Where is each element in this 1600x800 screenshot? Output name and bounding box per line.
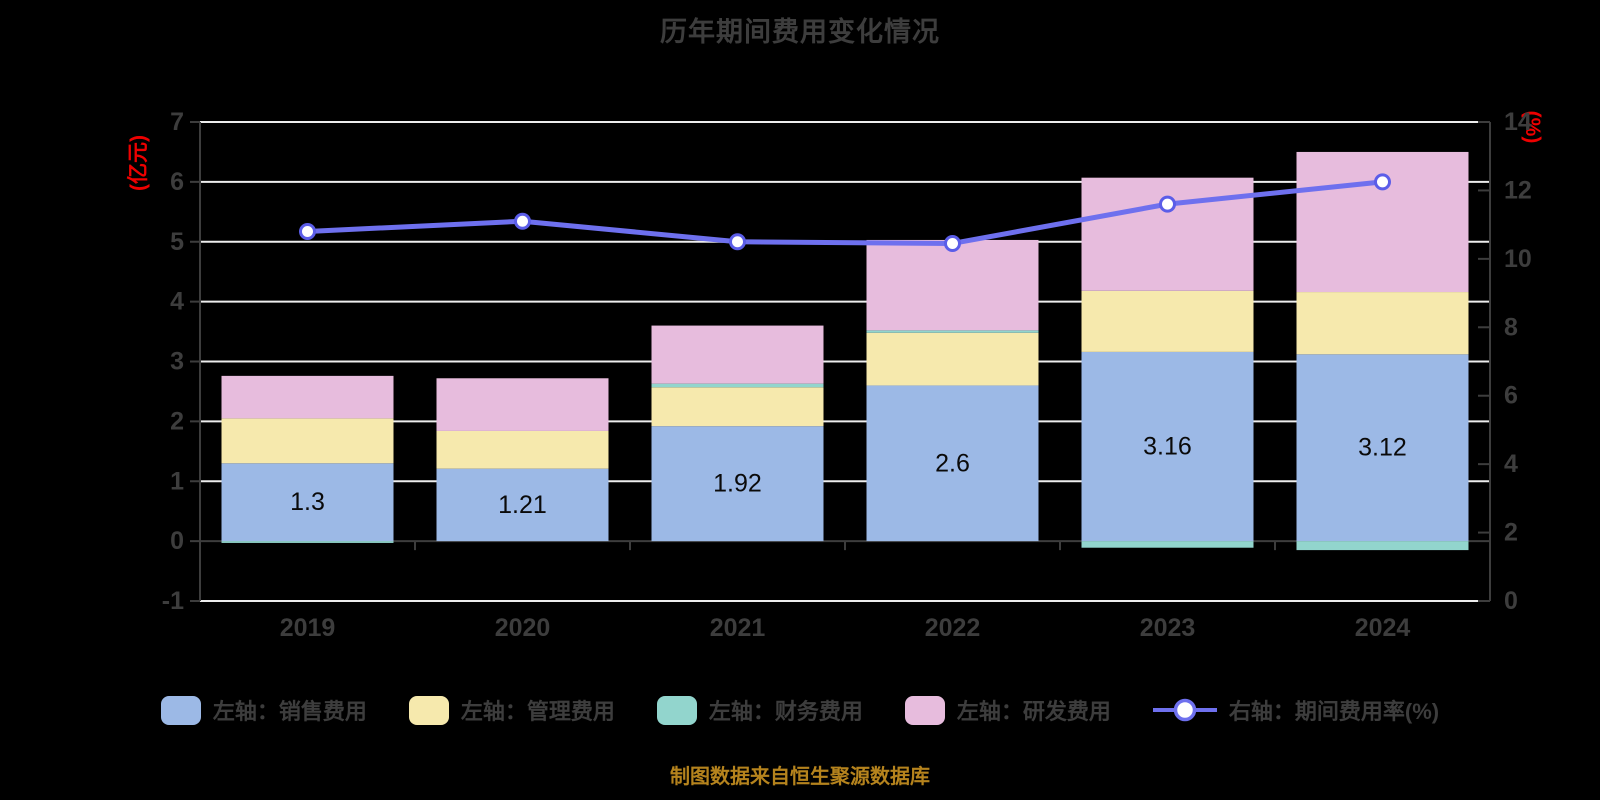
bar-sales-2023 [1081,351,1254,542]
rate-marker-2019 [299,222,316,240]
bar-value-label: 3.12 [1358,434,1407,462]
legend-swatch-admin [408,695,449,725]
bar-rnd-2024 [1296,151,1469,293]
x-axis-category-label: 2023 [1140,614,1196,642]
legend-item-sales[interactable]: 左轴：销售费用 [160,694,367,726]
legend-label-admin: 左轴：管理费用 [460,699,615,724]
bar-rnd-2022 [866,239,1039,331]
right-axis-tick-label: 2 [1504,519,1518,547]
bar-sales-2024 [1296,354,1469,542]
left-axis-tick-label: 1 [170,467,184,495]
bar-finance-2024 [1296,541,1469,551]
right-axis-tick-label: 4 [1504,450,1518,478]
data-source-caption: 制图数据来自恒生聚源数据库 [670,766,930,788]
bar-value-label: 3.16 [1143,433,1192,461]
bar-sales-2019 [221,463,394,542]
bar-rnd-2021 [651,325,824,384]
legend-label-rnd: 左轴：研发费用 [956,699,1111,724]
legend-swatch-finance [656,695,697,725]
rate-marker-2020 [514,212,531,230]
left-axis-tick-label: -1 [162,587,184,615]
bar-admin-2022 [866,332,1039,386]
right-axis-tick-label: 0 [1504,587,1518,615]
left-axis-tick-label: 6 [170,168,184,196]
bar-admin-2020 [436,430,609,469]
legend-item-admin[interactable]: 左轴：管理费用 [408,694,615,726]
legend-item-finance[interactable]: 左轴：财务费用 [656,694,863,726]
bar-sales-2021 [651,426,824,542]
bar-value-label: 2.6 [935,449,970,477]
chart-title: 历年期间费用变化情况 [660,17,940,47]
bar-admin-2023 [1081,290,1254,352]
legend-label-finance: 左轴：财务费用 [708,699,863,724]
legend-swatch-rnd [904,695,945,725]
left-axis-tick-label: 4 [170,288,184,316]
legend-swatch-sales [160,695,201,725]
bar-rnd-2019 [221,375,394,419]
bar-admin-2021 [651,387,824,427]
legend-item-rnd[interactable]: 左轴：研发费用 [904,694,1111,726]
left-axis-tick-label: 0 [170,527,184,555]
bar-finance-2023 [1081,541,1254,548]
x-axis-category-label: 2021 [710,614,766,642]
legend-item-rate[interactable]: 右轴：期间费用率(%) [1152,694,1440,726]
bar-value-label: 1.21 [498,491,547,519]
x-axis-category-label: 2019 [280,614,336,642]
legend-label-sales: 左轴：销售费用 [212,699,367,724]
x-axis-category-label: 2020 [495,614,551,642]
bar-rnd-2023 [1081,177,1254,291]
rate-line [305,179,1385,246]
bar-admin-2024 [1296,292,1469,355]
bar-finance-2021 [651,383,824,388]
rate-marker-2024 [1374,173,1391,191]
bar-value-label: 1.92 [713,470,762,498]
bar-rnd-2020 [436,378,609,431]
left-axis-tick-label: 5 [170,228,184,256]
right-axis-tick-label: 12 [1504,176,1532,204]
left-axis-tick-label: 7 [170,108,184,136]
left-axis-tick-label: 3 [170,348,184,376]
rate-marker-2022 [944,234,961,252]
right-axis-tick-label: 10 [1504,245,1532,273]
bar-value-label: 1.3 [290,488,325,516]
x-axis-category-label: 2022 [925,614,981,642]
left-axis-tick-label: 2 [170,407,184,435]
legend-label-rate: 右轴：期间费用率(%) [1228,699,1440,724]
bar-admin-2019 [221,418,394,464]
legend: 左轴：销售费用 左轴：管理费用 左轴：财务费用 左轴：研发费用 右轴：期间费用率(%) [0,694,1600,726]
right-axis-tick-label: 6 [1504,382,1518,410]
rate-marker-2021 [729,233,746,251]
bar-sales-2022 [866,385,1039,542]
bar-sales-2020 [436,468,609,542]
bar-finance-2019 [221,541,394,543]
x-axis-category-label: 2024 [1355,614,1411,642]
right-axis-tick-label: 8 [1504,313,1518,341]
bar-finance-2022 [866,330,1039,333]
right-axis-tick-label: 14 [1504,108,1532,136]
rate-marker-2023 [1159,195,1176,213]
legend-line-marker-icon [1152,698,1217,722]
